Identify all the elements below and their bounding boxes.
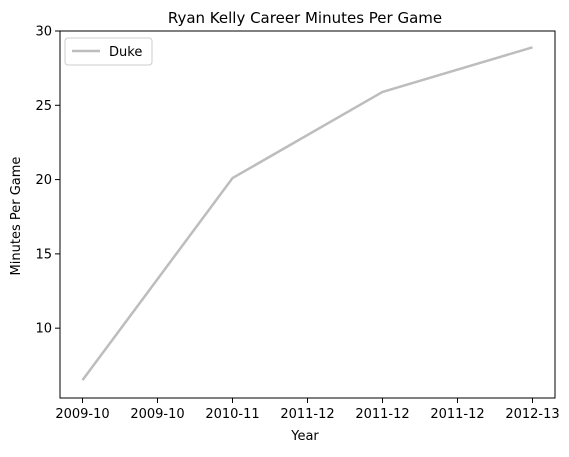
legend-label: Duke (109, 45, 142, 60)
y-axis: 10 15 20 25 30 (35, 25, 60, 337)
y-tick-label: 25 (35, 99, 52, 114)
x-tick-label: 2011-12 (355, 407, 409, 422)
x-tick-label: 2009-10 (55, 407, 109, 422)
y-tick-label: 20 (35, 173, 52, 188)
legend: Duke (65, 38, 152, 65)
x-tick-label: 2009-10 (130, 407, 184, 422)
y-tick-label: 10 (35, 322, 52, 337)
plot-area (60, 31, 555, 398)
x-axis-label: Year (290, 429, 319, 444)
x-tick-label: 2011-12 (430, 407, 484, 422)
x-tick-label: 2012-13 (505, 407, 559, 422)
chart-title: Ryan Kelly Career Minutes Per Game (168, 9, 442, 27)
x-axis: 2009-10 2009-10 2010-11 2011-12 2011-12 2011-… (55, 398, 559, 422)
y-tick-label: 15 (35, 247, 52, 262)
series-layer (83, 47, 533, 380)
x-tick-label: 2011-12 (280, 407, 334, 422)
y-axis-label: Minutes Per Game (9, 157, 24, 276)
x-tick-label: 2010-11 (205, 407, 259, 422)
plot-frame (60, 31, 555, 398)
y-tick-label: 30 (35, 25, 52, 40)
series-line-duke (83, 47, 533, 380)
